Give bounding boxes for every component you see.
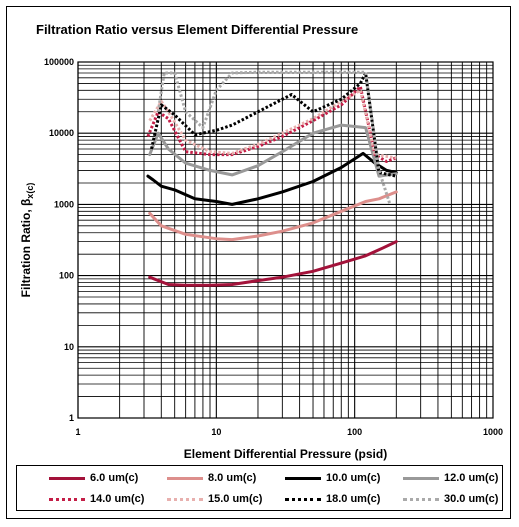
x-tick-label: 100 [347,427,362,437]
y-tick-label: 10 [64,342,74,352]
series-line-6-0-um-c [148,240,398,287]
legend-label: 30.0 um(c) [444,493,499,505]
y-tick-label: 1000 [54,199,74,209]
series-line-30-0-um-c [156,70,392,205]
chart-frame [6,6,511,519]
legend-item: 12.0 um(c) [403,468,498,488]
legend-item: 15.0 um(c) [167,489,262,509]
chart-title: Filtration Ratio versus Element Differen… [36,22,359,37]
y-axis-label-subscript: x(c) [25,183,35,199]
series-line-14-0-um-c [146,85,397,163]
grid [77,62,493,419]
legend-label: 6.0 um(c) [90,472,139,484]
x-tick-label: 1000 [483,427,503,437]
series-line-10-0-um-c [146,151,398,206]
legend-item: 30.0 um(c) [403,489,498,509]
legend: 6.0 um(c) 8.0 um(c) 10.0 um(c) 12.0 um(c) 1… [16,465,503,511]
legend-swatch [403,476,439,480]
series-line-12-0-um-c [148,123,398,178]
legend-label: 15.0 um(c) [208,493,263,505]
legend-label: 12.0 um(c) [444,472,499,484]
x-tick-label: 10 [211,427,221,437]
x-axis-label: Element Differential Pressure (psid) [184,447,387,461]
legend-swatch [285,476,321,480]
y-tick-label: 100000 [44,57,74,67]
y-axis-label-main: Filtration Ratio, β [19,199,33,298]
legend-row: 6.0 um(c) 8.0 um(c) 10.0 um(c) 12.0 um(c) [17,468,502,488]
legend-label: 14.0 um(c) [90,493,145,505]
series-line-8-0-um-c [148,190,398,242]
legend-item: 6.0 um(c) [49,468,138,488]
tick-labels: 1 10 100 1000 1 10 100 1000 10000 100000 [44,57,503,437]
legend-swatch [49,497,85,501]
x-tick-label: 1 [75,427,80,437]
legend-item: 10.0 um(c) [285,468,380,488]
y-tick-label: 10000 [49,128,74,138]
legend-label: 8.0 um(c) [208,472,257,484]
legend-label: 18.0 um(c) [326,493,381,505]
legend-swatch [167,476,203,480]
legend-item: 18.0 um(c) [285,489,380,509]
legend-label: 10.0 um(c) [326,472,381,484]
y-tick-label: 1 [69,413,74,423]
series-line-15-0-um-c [148,88,397,160]
legend-item: 14.0 um(c) [49,489,144,509]
y-axis-label: Filtration Ratio, βx(c) [19,183,35,298]
legend-swatch [285,497,321,501]
plot-area [77,61,494,419]
y-tick-label: 100 [59,271,74,281]
legend-item: 8.0 um(c) [167,468,256,488]
legend-swatch [403,497,439,501]
legend-swatch [167,497,203,501]
legend-swatch [49,476,85,480]
series-layer [146,70,398,287]
legend-row: 14.0 um(c) 15.0 um(c) 18.0 um(c) 30.0 um(c) [17,489,502,509]
